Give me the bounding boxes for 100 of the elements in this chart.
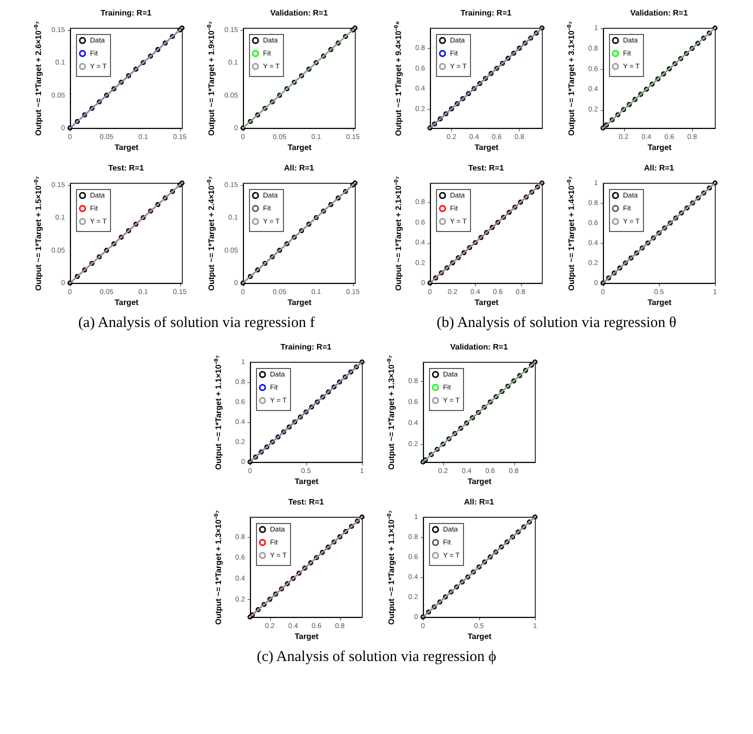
chart-title: Test: R=1 bbox=[108, 164, 144, 173]
point bbox=[471, 86, 476, 92]
point bbox=[292, 419, 297, 425]
chart-title: Training: R=1 bbox=[280, 342, 332, 352]
y-axis-title: Output ~= 1*Target + 1.3×10⁻⁰⁷ bbox=[214, 510, 222, 625]
point bbox=[650, 235, 656, 241]
point bbox=[690, 200, 695, 206]
point bbox=[438, 270, 444, 276]
point bbox=[264, 444, 269, 450]
point bbox=[498, 544, 504, 550]
point bbox=[700, 36, 706, 41]
point bbox=[176, 27, 182, 32]
point bbox=[649, 82, 654, 87]
point bbox=[298, 228, 304, 234]
point bbox=[148, 208, 153, 214]
point bbox=[620, 107, 626, 112]
point bbox=[434, 446, 440, 452]
y-axis-title: Output ~= 1*Target + 2.1×10⁻⁰⁷ bbox=[394, 176, 402, 291]
point bbox=[678, 210, 684, 216]
y-axis-title: Output ~= 1*Target + 2.6×10⁻⁰⁷ bbox=[34, 21, 42, 136]
point bbox=[306, 222, 311, 227]
point bbox=[660, 71, 666, 76]
point bbox=[695, 195, 700, 201]
point bbox=[290, 576, 296, 581]
point bbox=[328, 202, 333, 208]
chart-title: All: R=1 bbox=[283, 164, 314, 173]
point bbox=[132, 222, 138, 227]
point bbox=[489, 224, 494, 230]
point bbox=[689, 46, 694, 51]
y-axis-title: Output ~= 1*Target + 1.3×10⁻⁰⁷ bbox=[386, 355, 396, 470]
point bbox=[662, 225, 667, 231]
point bbox=[291, 234, 296, 240]
chart-title: Test: R=1 bbox=[288, 498, 324, 507]
point bbox=[126, 73, 131, 78]
point bbox=[96, 99, 102, 104]
point bbox=[500, 214, 506, 220]
text: (c) Analysis of solution via regression ϕ bbox=[256, 649, 496, 666]
point bbox=[255, 607, 260, 612]
point bbox=[126, 228, 131, 234]
point bbox=[666, 66, 672, 72]
point bbox=[634, 250, 639, 256]
point bbox=[492, 549, 498, 555]
point bbox=[262, 260, 267, 266]
point bbox=[140, 215, 146, 220]
x-axis-title: Target bbox=[294, 477, 318, 486]
point bbox=[422, 457, 428, 462]
point bbox=[454, 584, 459, 590]
x-axis-title: Target bbox=[474, 298, 498, 307]
point bbox=[494, 220, 500, 225]
point bbox=[683, 50, 688, 56]
y-axis-title: Output ~= 1*Target + 1.4×10⁻⁰⁷ bbox=[566, 176, 576, 291]
point bbox=[622, 260, 628, 266]
chart-title: All: R=1 bbox=[463, 498, 494, 507]
y-axis-title: Output ~= 1*Target + 9.4×10⁻⁰⁸ bbox=[394, 20, 402, 136]
point bbox=[481, 404, 486, 410]
point bbox=[510, 50, 516, 56]
chart-title: Training: R=1 bbox=[460, 8, 512, 18]
point bbox=[320, 394, 325, 400]
point bbox=[442, 111, 448, 116]
point bbox=[488, 70, 494, 76]
point bbox=[284, 241, 289, 246]
point bbox=[280, 429, 286, 435]
point bbox=[464, 420, 469, 426]
chart-title: Validation: R=1 bbox=[450, 342, 508, 352]
chart-title: Training: R=1 bbox=[100, 8, 152, 18]
point bbox=[516, 373, 522, 378]
point bbox=[286, 424, 292, 430]
point bbox=[460, 250, 466, 256]
point bbox=[528, 190, 534, 195]
point bbox=[354, 518, 360, 524]
point bbox=[672, 215, 678, 221]
point bbox=[308, 404, 314, 410]
point bbox=[254, 112, 260, 118]
point bbox=[154, 47, 160, 52]
point bbox=[643, 86, 648, 92]
point bbox=[276, 248, 282, 253]
point bbox=[118, 234, 124, 240]
point bbox=[444, 265, 449, 270]
point bbox=[638, 92, 643, 97]
point bbox=[88, 260, 94, 266]
point bbox=[431, 604, 436, 610]
point bbox=[504, 384, 510, 389]
point bbox=[614, 112, 620, 118]
point bbox=[291, 80, 296, 85]
point bbox=[118, 80, 124, 85]
point bbox=[308, 560, 313, 566]
point bbox=[464, 574, 470, 580]
point bbox=[446, 436, 451, 442]
point bbox=[335, 40, 340, 46]
point bbox=[505, 56, 510, 61]
point bbox=[162, 196, 168, 201]
text: (a) Analysis of solution via regression f bbox=[78, 315, 315, 332]
point bbox=[458, 426, 463, 431]
y-axis-title: Output ~= 1*Target + 1.1×10⁻⁰⁷ bbox=[214, 355, 222, 470]
point bbox=[437, 116, 442, 122]
chart-title: Test: R=1 bbox=[468, 164, 504, 173]
point bbox=[342, 374, 348, 380]
point bbox=[452, 431, 457, 436]
x-axis-title: Target bbox=[647, 143, 672, 152]
point bbox=[266, 596, 272, 602]
